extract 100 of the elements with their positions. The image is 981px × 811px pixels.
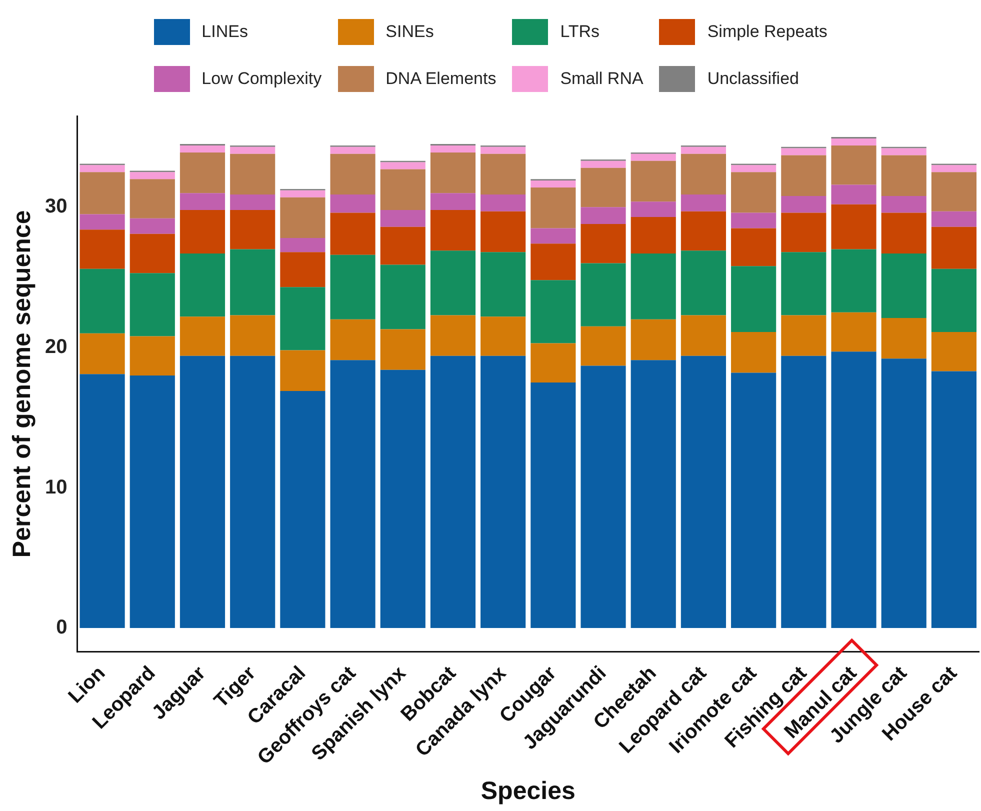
bar [380,162,426,170]
bar [180,210,226,254]
bar [931,211,976,227]
bar [931,371,976,628]
bar [831,145,876,185]
bar [380,210,426,227]
bar [480,154,526,195]
bar [430,152,476,194]
bar [831,249,876,312]
bar [380,329,426,370]
bar [580,224,626,264]
legend-label: DNA Elements [386,68,496,88]
legend-label: Simple Repeats [707,22,828,42]
bar [180,193,226,210]
y-tick-label: 20 [44,336,68,358]
bar [781,315,826,356]
bar [630,160,676,202]
bar [80,214,125,230]
bar [330,360,376,628]
bar [630,202,676,217]
bar [480,146,526,154]
bar [731,332,776,373]
bar [831,204,876,250]
bar [430,145,476,152]
bar [480,316,526,356]
bar [480,252,526,317]
bar [630,319,676,360]
bar [881,148,926,156]
bar [330,194,376,213]
bar [480,194,526,212]
bar [580,207,626,224]
y-tick-label: 0 [56,616,68,639]
bar [731,372,776,628]
bar [580,160,626,168]
bar [680,154,726,195]
bar [280,238,326,252]
bar [130,376,175,628]
legend-label: LTRs [560,22,600,42]
bar [430,250,476,316]
bar [180,356,226,628]
bar [931,172,976,212]
bar [831,184,876,204]
bar [580,263,626,326]
bar [580,168,626,208]
bar [580,326,626,366]
bar [931,226,976,269]
bar [680,194,726,212]
bar [380,169,426,210]
bar [680,146,726,154]
bar [931,165,976,172]
bar [330,146,376,154]
bar [180,253,226,317]
bar [680,211,726,251]
bar [580,366,626,628]
bar [731,165,776,172]
bar [380,264,426,330]
bar [180,145,226,152]
bar [931,332,976,372]
bar [380,226,426,265]
bar [130,218,175,234]
bar [280,197,326,238]
bar [430,356,476,628]
bar [230,356,276,628]
bar [881,358,926,628]
bar [330,319,376,360]
bar [330,254,376,320]
y-axis-title: Percent of genome sequence [8,210,36,558]
bar [530,343,576,383]
bar [130,179,175,218]
legend-label: LINEs [202,22,248,42]
bar [680,315,726,356]
bar [80,333,125,374]
bar [480,356,526,628]
bar [781,212,826,252]
bar [831,312,876,352]
bar [831,138,876,146]
bar [330,154,376,195]
bar [881,155,926,196]
bar [881,196,926,213]
bar [530,188,576,228]
legend-label: Low Complexity [202,68,322,88]
bar [831,352,876,628]
bar [680,356,726,628]
bar [530,180,576,188]
bar [230,154,276,195]
bar [630,154,676,161]
bar [630,253,676,320]
bar [180,316,226,356]
bar [881,318,926,359]
bar [130,273,175,336]
legend-label: Unclassified [707,68,799,88]
bar [430,315,476,356]
bar [430,193,476,210]
bar [130,336,175,376]
bar [931,268,976,332]
bar [230,194,276,210]
bar [881,253,926,318]
bar [80,268,125,334]
bar [380,370,426,628]
y-tick-label: 30 [44,196,68,218]
